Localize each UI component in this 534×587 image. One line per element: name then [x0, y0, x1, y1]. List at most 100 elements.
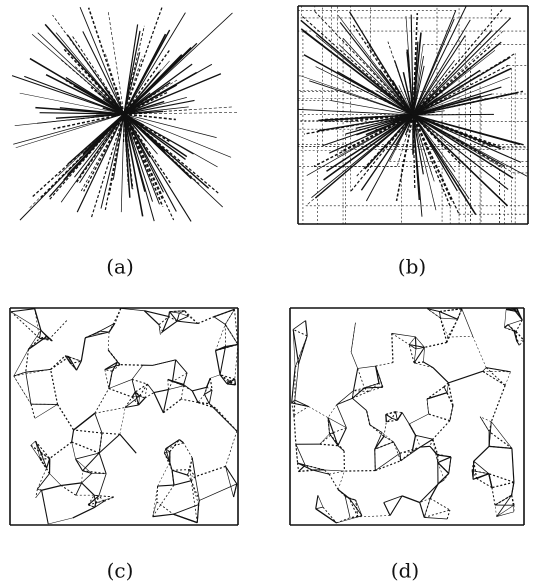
mesh-edge — [316, 507, 323, 509]
mesh-edge — [72, 442, 100, 453]
mesh-edge — [429, 414, 450, 421]
mesh-edge — [183, 384, 192, 390]
mesh-edge — [172, 470, 187, 475]
mesh-edge — [512, 482, 514, 495]
mesh-edge — [160, 332, 162, 335]
mesh-edge — [448, 336, 473, 337]
mesh-edge — [448, 319, 458, 337]
mesh-edge — [73, 507, 95, 518]
mesh-edge — [226, 466, 237, 484]
mesh-edge — [153, 514, 174, 516]
mesh-edge — [390, 496, 402, 516]
mesh-edge — [413, 10, 456, 115]
mesh-edge — [364, 388, 368, 392]
mesh-edge — [195, 466, 225, 476]
mesh-edge — [449, 371, 483, 383]
mesh-edge — [181, 399, 198, 402]
mesh-edge — [483, 368, 487, 372]
mesh-edge — [409, 414, 428, 424]
mesh-edge — [345, 497, 350, 518]
mesh-edge — [35, 404, 58, 418]
mesh-edge — [220, 347, 225, 375]
mesh-edge — [88, 505, 95, 507]
mesh-edge — [492, 488, 495, 505]
mesh-edge — [173, 514, 197, 522]
mesh-edge — [132, 379, 135, 392]
mesh-edge — [40, 338, 50, 339]
mesh-edge — [199, 484, 236, 501]
mesh-edge — [352, 398, 366, 410]
mesh-edge — [489, 474, 492, 488]
mesh-edge — [124, 64, 192, 114]
mesh-edge — [462, 309, 473, 336]
mesh-edge — [401, 447, 421, 461]
mesh-edge — [447, 393, 453, 406]
mesh-edge — [82, 471, 83, 483]
mesh-edge — [376, 363, 393, 366]
mesh-edge — [168, 382, 172, 390]
mesh-edge — [293, 329, 307, 335]
mesh-edge — [154, 393, 164, 413]
mesh-edge — [447, 319, 458, 342]
mesh-edge — [294, 407, 309, 416]
mesh-edge — [439, 309, 461, 312]
mesh-edge — [412, 435, 415, 451]
mesh-edge — [351, 352, 358, 368]
mesh-edge — [109, 379, 132, 388]
mesh-edge — [145, 393, 154, 399]
mesh-edge — [48, 518, 73, 524]
mesh-edge — [320, 444, 338, 445]
mesh-edge — [384, 436, 394, 442]
mesh-edge — [174, 481, 191, 485]
mesh-edge — [504, 309, 506, 327]
mesh-edge — [184, 373, 188, 386]
mesh-edge — [495, 505, 497, 516]
mesh-edge — [158, 462, 170, 486]
mesh-edge — [397, 413, 402, 421]
mesh-edge — [94, 495, 95, 503]
mesh-edge — [226, 431, 237, 466]
mesh-edge — [386, 412, 396, 415]
mesh-edge — [77, 361, 82, 370]
mesh-edge — [95, 413, 102, 433]
mesh-edge — [102, 433, 120, 434]
mesh-edge — [413, 115, 527, 176]
mesh-edge — [37, 474, 49, 490]
mesh-edge — [512, 448, 514, 482]
mesh-edge — [424, 510, 450, 517]
mesh-edge — [132, 379, 147, 384]
mesh-edge — [74, 430, 102, 433]
mesh-edge — [99, 434, 120, 453]
mesh-edge — [31, 404, 35, 418]
mesh-edge — [40, 458, 49, 459]
mesh-edge — [489, 446, 512, 448]
mesh-edge — [183, 443, 192, 458]
mesh-edge — [181, 386, 183, 399]
mesh-edge — [392, 333, 416, 336]
mesh-edge — [210, 378, 212, 390]
mesh-edge — [95, 407, 125, 413]
mesh-edge — [74, 413, 95, 430]
mesh-edge — [99, 474, 106, 496]
mesh-edge — [414, 363, 433, 368]
mesh-edge — [375, 461, 400, 471]
mesh-edge — [396, 412, 402, 413]
mesh-edge — [402, 413, 409, 424]
mesh-edge — [61, 114, 124, 202]
mesh-edge — [168, 386, 183, 390]
mesh-edge — [105, 370, 112, 372]
mesh-edge — [51, 369, 58, 404]
mesh-edge — [120, 365, 143, 366]
mesh-edge — [439, 309, 461, 312]
mesh-edge — [83, 453, 100, 471]
caption-label: (c) — [107, 559, 134, 583]
panel-a — [12, 7, 237, 221]
mesh-edge — [172, 382, 183, 385]
mesh-edge — [214, 317, 225, 325]
mesh-edge — [393, 442, 400, 461]
mesh-edge — [168, 379, 169, 389]
mesh-edge — [416, 435, 433, 439]
mesh-edge — [491, 385, 505, 421]
mesh-edge — [329, 471, 344, 474]
mesh-edge — [358, 366, 376, 368]
